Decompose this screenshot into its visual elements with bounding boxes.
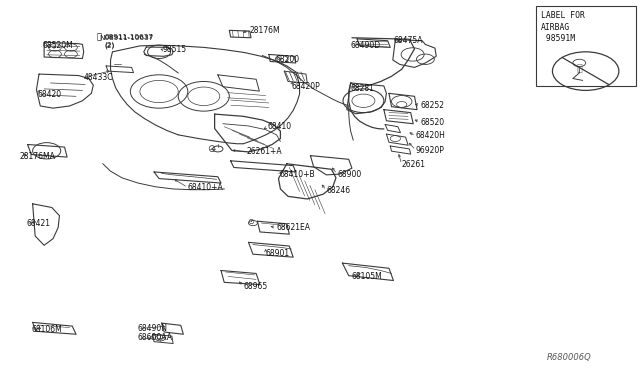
Text: 68965: 68965	[243, 282, 268, 291]
Text: 68281: 68281	[351, 84, 374, 93]
Text: ⊙: ⊙	[207, 144, 216, 154]
Text: ⊙: ⊙	[248, 217, 255, 226]
Text: 68200: 68200	[275, 55, 300, 64]
Text: 68410+A: 68410+A	[188, 183, 223, 192]
Text: 👶: 👶	[577, 62, 582, 73]
Text: R680006Q: R680006Q	[547, 353, 591, 362]
Text: 68420: 68420	[37, 90, 61, 99]
Text: Ⓝ: Ⓝ	[97, 32, 102, 42]
Text: ⊙: ⊙	[149, 333, 156, 342]
Text: 68520: 68520	[420, 118, 444, 127]
Text: 48433C: 48433C	[84, 73, 113, 82]
Text: 68900: 68900	[337, 170, 362, 179]
Text: 68410: 68410	[268, 122, 292, 131]
Text: 28176M: 28176M	[250, 26, 280, 35]
Text: 98515: 98515	[163, 45, 186, 54]
Text: 26261+A: 26261+A	[246, 147, 282, 156]
Text: 68410+B: 68410+B	[279, 170, 315, 179]
Text: 68520M: 68520M	[42, 41, 73, 50]
Text: 96920P: 96920P	[416, 145, 445, 154]
Text: 68420P: 68420P	[291, 82, 320, 91]
Text: 68475A: 68475A	[394, 36, 423, 45]
Text: 28176MA: 28176MA	[20, 152, 56, 161]
Text: 68106M: 68106M	[31, 325, 62, 334]
Text: N08911-10637: N08911-10637	[100, 35, 154, 41]
Text: 68420H: 68420H	[416, 131, 445, 141]
Text: (2): (2)	[105, 43, 115, 49]
Text: 26261: 26261	[402, 160, 426, 169]
Text: 68252: 68252	[420, 101, 444, 110]
Text: 68490D: 68490D	[351, 41, 381, 51]
Text: 68600AA: 68600AA	[138, 333, 173, 343]
Text: 68105M: 68105M	[352, 272, 383, 281]
Text: 08911-10637: 08911-10637	[105, 34, 154, 40]
Bar	[536, 6, 636, 86]
Text: 68901: 68901	[266, 249, 290, 258]
Text: 68421: 68421	[26, 219, 50, 228]
Text: 68246: 68246	[326, 186, 351, 195]
Text: LABEL FOR
AIRBAG
 98591M: LABEL FOR AIRBAG 98591M	[541, 11, 585, 43]
Text: 68621EA: 68621EA	[276, 223, 310, 232]
Text: (2): (2)	[105, 41, 115, 48]
Text: 68490N: 68490N	[138, 324, 168, 333]
